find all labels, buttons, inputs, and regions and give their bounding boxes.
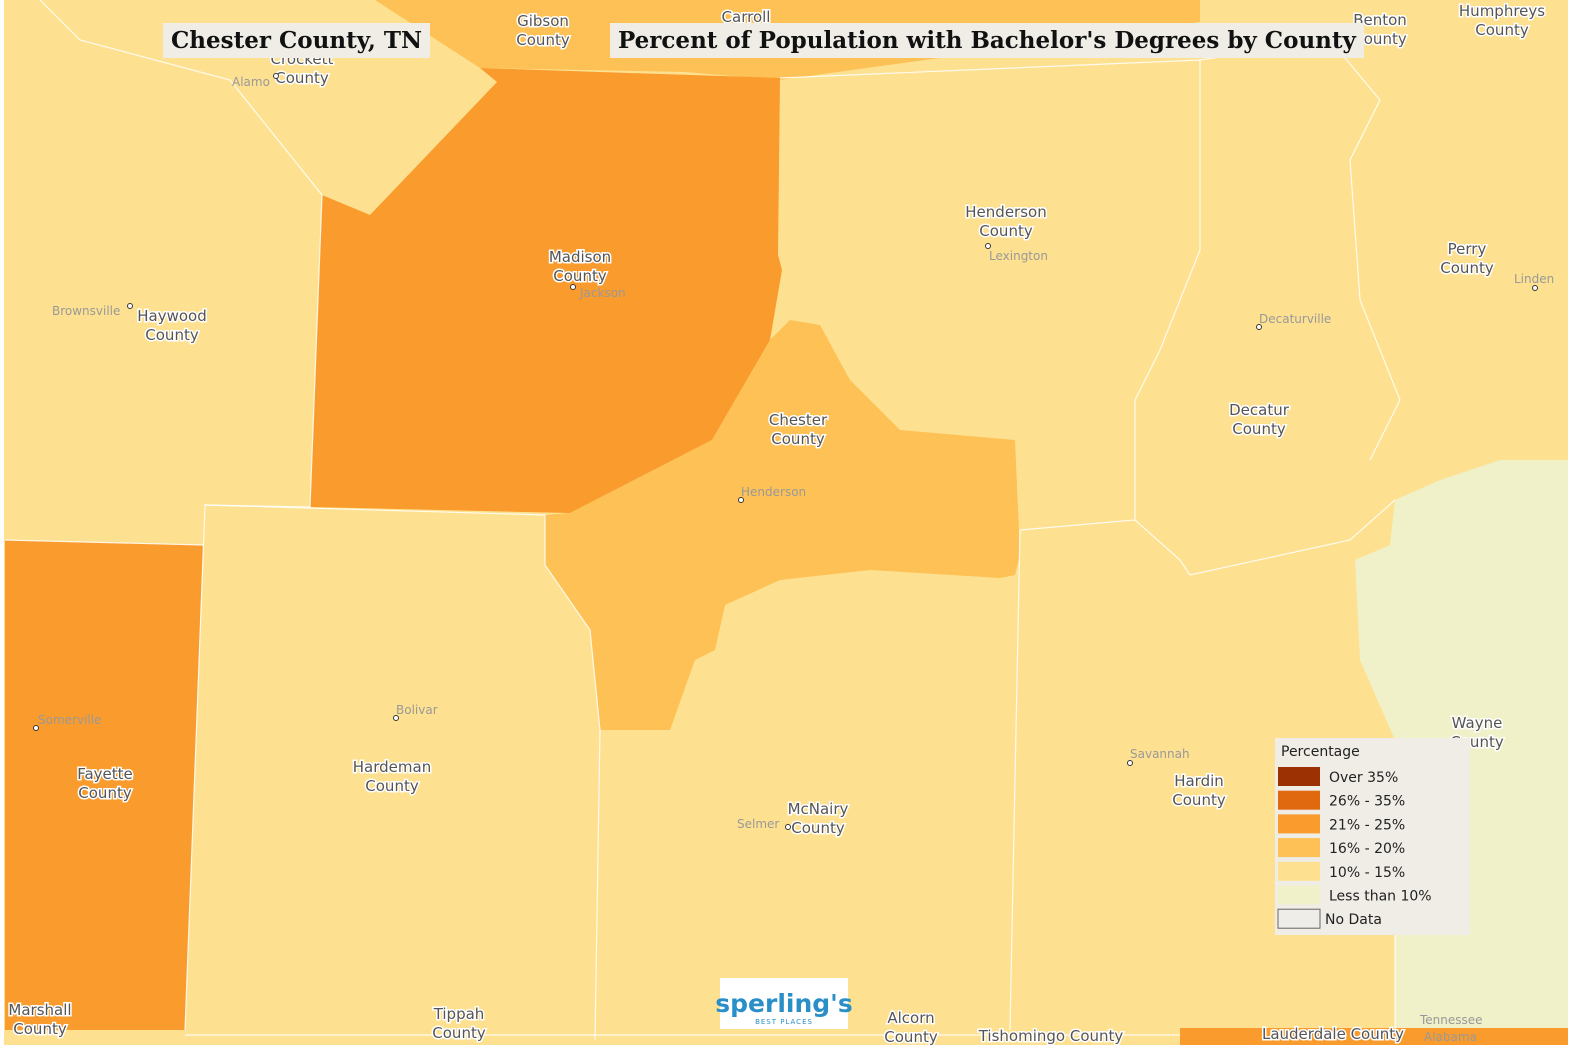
county-label: Decatur [1229,401,1290,419]
county-label: County [791,819,845,837]
place-label: Savannah [1130,747,1190,761]
county-label: Madison [549,248,611,266]
place-dot [33,725,39,731]
county-label: Perry [1448,240,1487,258]
place-label: Selmer [737,817,779,831]
logo-tagline: BEST PLACES [755,1018,813,1026]
county-label: Tippah [433,1005,485,1023]
location-title: Chester County, TN [163,23,431,58]
county-label: County [275,69,329,87]
county-label: Hardin [1174,772,1224,790]
county-label: Tishomingo County [978,1027,1124,1045]
county-label: County [365,777,419,795]
legend-swatch [1278,814,1320,834]
county-label: McNairy [788,800,849,818]
county-label: County [145,326,199,344]
place-label: Henderson [741,485,806,499]
place-label: Lexington [989,249,1048,263]
county-label: Benton [1353,11,1407,29]
county-label: Henderson [965,203,1046,221]
county-label: County [1232,420,1286,438]
county-label: County [13,1020,67,1038]
place-dot [570,284,576,290]
place-dot [738,497,744,503]
county-label: Wayne [1452,714,1503,732]
county [5,540,203,1030]
county-label: County [432,1024,486,1042]
logo: sperling's BEST PLACES [715,978,853,1029]
county-label: Marshall [8,1001,71,1019]
legend-title: Percentage [1281,744,1360,760]
county-label: Humphreys [1459,2,1545,20]
place-label: Tennessee [1419,1013,1483,1027]
place-label: Brownsville [52,304,120,318]
place-label: Somerville [38,713,101,727]
logo-brand: sperling's [715,989,852,1018]
legend-label: Over 35% [1329,770,1398,786]
county-label: County [516,31,570,49]
legend-swatch [1278,885,1320,905]
county-label: Fayette [77,765,133,783]
legend-swatch [1277,908,1321,929]
county-label: County [1353,30,1407,48]
legend-swatch [1278,838,1320,858]
place-dot [1127,760,1133,766]
legend-swatch [1278,861,1320,881]
place-dot [785,824,791,830]
place-label: Jackson [579,286,626,300]
legend-swatch [1278,790,1320,810]
legend-label: 16% - 20% [1329,841,1405,857]
legend-label: Less than 10% [1329,889,1432,905]
county-label: Alcorn [887,1009,934,1027]
legend-label: 21% - 25% [1329,817,1405,833]
place-label: Linden [1514,272,1554,286]
map-title: Percent of Population with Bachelor's De… [610,23,1364,58]
legend-label: No Data [1325,912,1382,928]
legend: Percentage Over 35% 26% - 35% 21% - 25% 16%… [1275,738,1470,935]
place-dot [273,73,279,79]
county-label: Carroll [722,8,771,26]
county-label: County [1475,21,1529,39]
legend-label: 10% - 15% [1329,865,1405,881]
county [310,68,782,513]
county-label: County [1172,791,1226,809]
county-label: County [78,784,132,802]
county [545,320,1020,730]
county-label: Haywood [137,307,207,325]
county-label: Hardeman [353,758,431,776]
county-label: Gibson [517,12,569,30]
place-label: Decaturville [1259,312,1331,326]
county-label: County [979,222,1033,240]
county [375,0,685,72]
county [1180,1028,1568,1045]
place-label: Alamo [232,75,270,89]
place-label: Bolivar [396,703,438,717]
legend-swatch [1278,767,1320,786]
place-dot [1532,285,1538,291]
county-label: County [884,1028,938,1046]
county-label: Chester [769,411,828,429]
county-label: Lauderdale County [1262,1025,1404,1043]
county-label: County [1440,259,1494,277]
place-dot [393,715,399,721]
legend-label: 26% - 35% [1329,794,1405,810]
place-dot [1256,324,1262,330]
place-label: Alabama [1424,1030,1477,1044]
county-label: County [553,267,607,285]
place-dot [985,243,991,249]
place-dot [127,303,133,309]
logo-box [720,978,848,1029]
county-label: County [771,430,825,448]
